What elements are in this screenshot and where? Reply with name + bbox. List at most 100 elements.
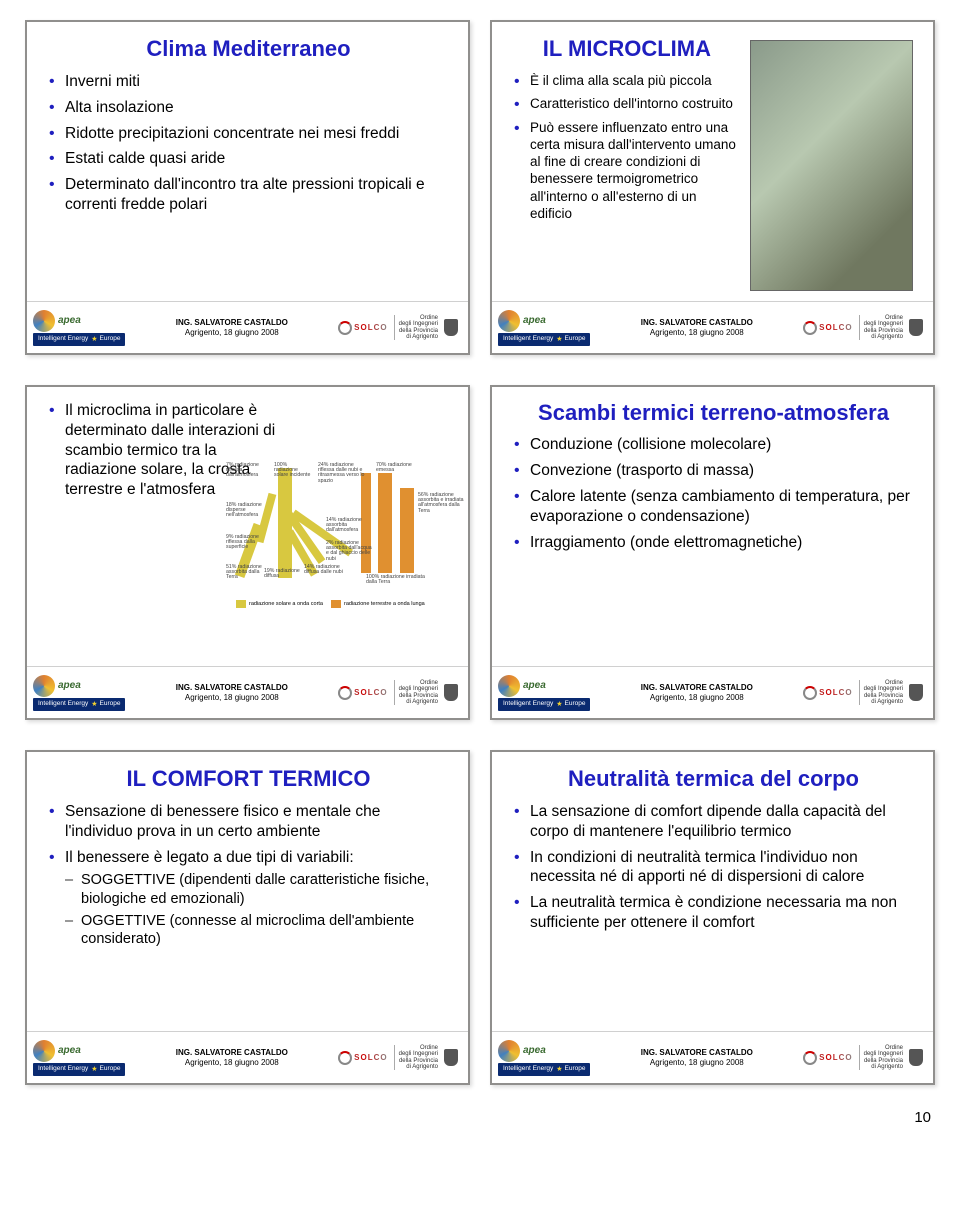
spiral-icon: [338, 686, 352, 700]
slide-title: Neutralità termica del corpo: [514, 766, 913, 792]
swirl-icon: [33, 1040, 55, 1062]
interior-photo: [750, 40, 913, 291]
swirl-icon: [498, 310, 520, 332]
eu-stars-icon: ★: [91, 336, 96, 343]
solco-logo: SOLCO: [338, 321, 387, 335]
crest-icon: [909, 319, 923, 336]
spiral-icon: [803, 686, 817, 700]
slide-footer: apea Intelligent Energy ★ Europe ING. SA…: [492, 1031, 933, 1083]
footer-logo-left: apea Intelligent Energy ★ Europe: [33, 310, 125, 346]
footer-logo-left: apea Intelligent Energy ★ Europe: [498, 1040, 590, 1076]
bullet: La sensazione di comfort dipende dalla c…: [514, 802, 913, 842]
apea-label: apea: [523, 681, 546, 691]
eu-stars-icon: ★: [556, 701, 561, 708]
bullet: Sensazione di benessere fisico e mentale…: [49, 802, 448, 842]
footer-logo-left: apea Intelligent Energy ★ Europe: [498, 675, 590, 711]
apea-label: apea: [523, 316, 546, 326]
ordine-label: Ordine degli Ingegneri della Provincia d…: [859, 680, 903, 705]
slide-footer: apea Intelligent Energy ★ Europe ING. SA…: [492, 666, 933, 718]
eu-stars-icon: ★: [556, 336, 561, 343]
slide-microclima: IL MICROCLIMA È il clima alla scala più …: [490, 20, 935, 355]
slide-grid: Clima Mediterraneo Inverni miti Alta ins…: [25, 20, 935, 1085]
ordine-label: Ordine degli Ingegneri della Provincia d…: [394, 1045, 438, 1070]
slide-footer: apea Intelligent Energy ★ Europe ING. SA…: [27, 666, 468, 718]
slide-title: Clima Mediterraneo: [49, 36, 448, 62]
bullet: La neutralità termica è condizione neces…: [514, 893, 913, 933]
bullet: Calore latente (senza cambiamento di tem…: [514, 487, 913, 527]
crest-icon: [909, 684, 923, 701]
crest-icon: [444, 684, 458, 701]
swirl-icon: [498, 675, 520, 697]
ie-badge: Intelligent Energy ★ Europe: [33, 1063, 125, 1076]
bullet-list: Inverni miti Alta insolazione Ridotte pr…: [49, 72, 448, 215]
slide-footer: apea Intelligent Energy ★ Europe ING. SA…: [492, 301, 933, 353]
swirl-icon: [33, 310, 55, 332]
footer-author: ING. SALVATORE CASTALDO Agrigento, 18 gi…: [596, 1048, 797, 1067]
footer-author: ING. SALVATORE CASTALDO Agrigento, 18 gi…: [596, 683, 797, 702]
swirl-icon: [33, 675, 55, 697]
ie-badge: Intelligent Energy ★ Europe: [498, 1063, 590, 1076]
spiral-icon: [803, 321, 817, 335]
footer-author: ING. SALVATORE CASTALDO Agrigento, 18 gi…: [131, 318, 332, 337]
bullet: Il benessere è legato a due tipi di vari…: [49, 848, 448, 948]
solco-logo: SOLCO: [338, 1051, 387, 1065]
bullet-list: È il clima alla scala più piccola Caratt…: [514, 72, 740, 222]
ordine-label: Ordine degli Ingegneri della Provincia d…: [394, 680, 438, 705]
bullet: È il clima alla scala più piccola: [514, 72, 740, 89]
slide-title: Scambi termici terreno-atmosfera: [514, 401, 913, 425]
solco-logo: SOLCO: [803, 321, 852, 335]
slide-comfort-termico: IL COMFORT TERMICO Sensazione di benesse…: [25, 750, 470, 1085]
bullet: Conduzione (collisione molecolare): [514, 435, 913, 455]
spiral-icon: [338, 321, 352, 335]
swirl-icon: [498, 1040, 520, 1062]
solco-logo: SOLCO: [803, 1051, 852, 1065]
bullet-list: Sensazione di benessere fisico e mentale…: [49, 802, 448, 948]
spiral-icon: [803, 1051, 817, 1065]
spiral-icon: [338, 1051, 352, 1065]
bullet: Inverni miti: [49, 72, 448, 92]
footer-logo-left: apea Intelligent Energy ★ Europe: [33, 675, 125, 711]
bullet: Ridotte precipitazioni concentrate nei m…: [49, 124, 448, 144]
crest-icon: [444, 319, 458, 336]
bullet: In condizioni di neutralità termica l'in…: [514, 848, 913, 888]
eu-stars-icon: ★: [91, 1066, 96, 1073]
slide-footer: apea Intelligent Energy ★ Europe ING. SA…: [27, 1031, 468, 1083]
footer-right: SOLCO Ordine degli Ingegneri della Provi…: [803, 315, 923, 340]
bullet: Può essere influenzato entro una certa m…: [514, 119, 740, 223]
solco-logo: SOLCO: [338, 686, 387, 700]
bullet-list: La sensazione di comfort dipende dalla c…: [514, 802, 913, 933]
bullet: Estati calde quasi aride: [49, 149, 448, 169]
sub-bullet: OGGETTIVE (connesse al microclima dell'a…: [65, 912, 448, 948]
ie-badge: Intelligent Energy ★ Europe: [498, 698, 590, 711]
slide-footer: apea Intelligent Energy ★ Europe ING. SA…: [27, 301, 468, 353]
footer-right: SOLCO Ordine degli Ingegneri della Provi…: [803, 680, 923, 705]
ordine-label: Ordine degli Ingegneri della Provincia d…: [859, 315, 903, 340]
eu-stars-icon: ★: [91, 701, 96, 708]
ordine-label: Ordine degli Ingegneri della Provincia d…: [394, 315, 438, 340]
bullet: Alta insolazione: [49, 98, 448, 118]
slide-clima-mediterraneo: Clima Mediterraneo Inverni miti Alta ins…: [25, 20, 470, 355]
ie-badge: Intelligent Energy ★ Europe: [33, 333, 125, 346]
apea-label: apea: [58, 316, 81, 326]
footer-logo-left: apea Intelligent Energy ★ Europe: [498, 310, 590, 346]
apea-label: apea: [523, 1046, 546, 1056]
footer-right: SOLCO Ordine degli Ingegneri della Provi…: [803, 1045, 923, 1070]
slide-scambi-termici: Scambi termici terreno-atmosfera Conduzi…: [490, 385, 935, 720]
footer-right: SOLCO Ordine degli Ingegneri della Provi…: [338, 315, 458, 340]
bullet-list: Conduzione (collisione molecolare) Conve…: [514, 435, 913, 552]
sub-bullet-list: SOGGETTIVE (dipendenti dalle caratterist…: [65, 871, 448, 948]
solco-logo: SOLCO: [803, 686, 852, 700]
apea-label: apea: [58, 681, 81, 691]
ie-badge: Intelligent Energy ★ Europe: [498, 333, 590, 346]
sub-bullet: SOGGETTIVE (dipendenti dalle caratterist…: [65, 871, 448, 907]
slide-title: IL MICROCLIMA: [514, 36, 740, 62]
bullet: Caratteristico dell'intorno costruito: [514, 95, 740, 112]
footer-right: SOLCO Ordine degli Ingegneri della Provi…: [338, 1045, 458, 1070]
bullet: Irraggiamento (onde elettromagnetiche): [514, 533, 913, 553]
footer-author: ING. SALVATORE CASTALDO Agrigento, 18 gi…: [596, 318, 797, 337]
footer-right: SOLCO Ordine degli Ingegneri della Provi…: [338, 680, 458, 705]
footer-logo-left: apea Intelligent Energy ★ Europe: [33, 1040, 125, 1076]
ordine-label: Ordine degli Ingegneri della Provincia d…: [859, 1045, 903, 1070]
crest-icon: [444, 1049, 458, 1066]
eu-stars-icon: ★: [556, 1066, 561, 1073]
